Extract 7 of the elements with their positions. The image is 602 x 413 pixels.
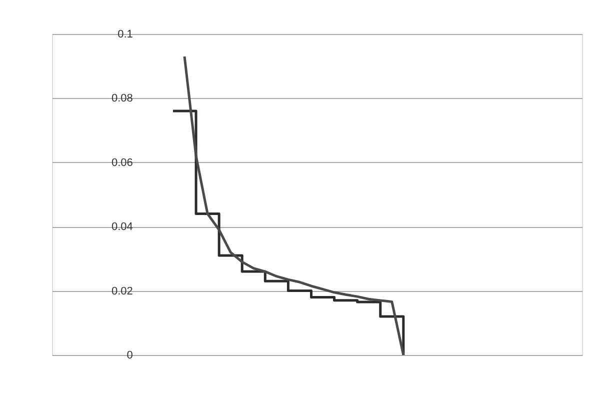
y-tick-label: 0.08 (111, 92, 133, 105)
y-tick-label: 0.04 (111, 221, 133, 234)
y-tick-label: 0 (126, 350, 133, 362)
y-tick-label: 0.02 (111, 285, 133, 298)
line-series (183, 55, 405, 356)
y-tick-label: 0.1 (118, 28, 133, 40)
y-tick-label: 0.06 (111, 156, 133, 169)
